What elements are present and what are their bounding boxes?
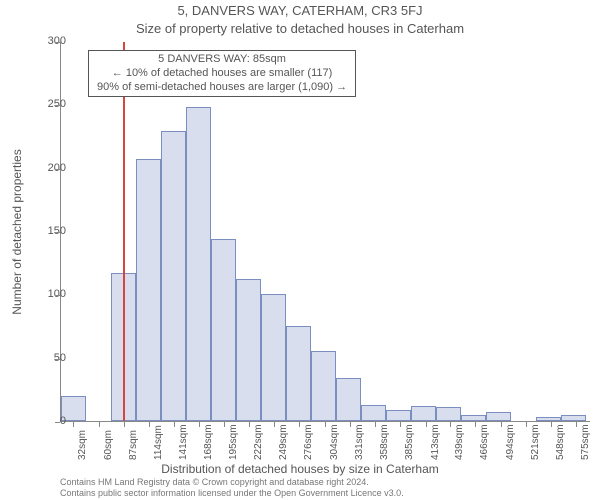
chart-title: 5, DANVERS WAY, CATERHAM, CR3 5FJ: [0, 3, 600, 18]
x-tick-mark: [400, 422, 401, 427]
x-tick-label: 385sqm: [404, 424, 415, 460]
histogram-bar: [336, 378, 361, 421]
histogram-bar: [361, 405, 386, 421]
histogram-bar: [261, 294, 286, 421]
x-tick-label: 141sqm: [178, 424, 189, 460]
y-tick-label: 100: [26, 288, 66, 300]
histogram-bar: [286, 326, 311, 421]
y-tick-mark: [55, 42, 60, 43]
chart-subtitle: Size of property relative to detached ho…: [0, 21, 600, 36]
footer-attribution: Contains HM Land Registry data © Crown c…: [60, 477, 404, 499]
histogram-bar: [236, 279, 261, 421]
x-tick-mark: [99, 422, 100, 427]
x-tick-mark: [249, 422, 250, 427]
x-tick-mark: [475, 422, 476, 427]
histogram-bar: [461, 415, 486, 421]
y-tick-label: 50: [26, 352, 66, 364]
x-tick-mark: [450, 422, 451, 427]
x-tick-label: 466sqm: [479, 424, 490, 460]
x-tick-mark: [299, 422, 300, 427]
x-tick-label: 439sqm: [454, 424, 465, 460]
x-tick-mark: [551, 422, 552, 427]
x-tick-label: 521sqm: [530, 424, 541, 460]
x-tick-label: 32sqm: [77, 430, 88, 460]
histogram-bar: [311, 351, 336, 421]
x-tick-label: 494sqm: [505, 424, 516, 460]
x-tick-mark: [274, 422, 275, 427]
x-tick-label: 222sqm: [253, 424, 264, 460]
annotation-line-3: 90% of semi-detached houses are larger (…: [97, 81, 347, 95]
x-tick-mark: [73, 422, 74, 427]
annotation-line-2: ← 10% of detached houses are smaller (11…: [97, 67, 347, 81]
histogram-bar: [386, 410, 411, 421]
histogram-bar: [411, 406, 436, 421]
x-tick-mark: [325, 422, 326, 427]
x-tick-label: 575sqm: [580, 424, 591, 460]
x-tick-mark: [576, 422, 577, 427]
x-tick-label: 60sqm: [103, 430, 114, 460]
x-tick-mark: [526, 422, 527, 427]
histogram-bar: [161, 131, 186, 421]
histogram-bar: [136, 159, 161, 421]
histogram-bar: [186, 107, 211, 421]
footer-line-1: Contains HM Land Registry data © Crown c…: [60, 477, 404, 488]
histogram-bar: [561, 415, 586, 421]
x-tick-label: 87sqm: [128, 430, 139, 460]
chart-container: { "title": "5, DANVERS WAY, CATERHAM, CR…: [0, 0, 600, 500]
y-tick-mark: [55, 295, 60, 296]
x-tick-label: 276sqm: [303, 424, 314, 460]
x-tick-label: 114sqm: [153, 425, 164, 460]
histogram-bar: [536, 417, 561, 421]
plot-area: [60, 42, 590, 422]
x-tick-mark: [375, 422, 376, 427]
y-tick-label: 200: [26, 162, 66, 174]
x-tick-mark: [199, 422, 200, 427]
y-tick-label: 250: [26, 98, 66, 110]
y-axis-label: Number of detached properties: [10, 149, 24, 314]
x-tick-label: 304sqm: [329, 424, 340, 460]
x-tick-mark: [224, 422, 225, 427]
y-tick-mark: [55, 232, 60, 233]
x-tick-label: 358sqm: [379, 424, 390, 460]
y-tick-mark: [55, 105, 60, 106]
y-tick-label: 300: [26, 35, 66, 47]
y-tick-label: 150: [26, 225, 66, 237]
x-tick-mark: [426, 422, 427, 427]
histogram-bar: [436, 407, 461, 421]
y-tick-mark: [55, 169, 60, 170]
x-tick-mark: [174, 422, 175, 427]
x-tick-label: 249sqm: [278, 424, 289, 460]
x-axis-label: Distribution of detached houses by size …: [0, 462, 600, 476]
histogram-bar: [211, 239, 236, 421]
histogram-bar: [486, 412, 511, 421]
x-tick-mark: [501, 422, 502, 427]
x-tick-mark: [350, 422, 351, 427]
annotation-line-1: 5 DANVERS WAY: 85sqm: [97, 53, 347, 67]
reference-line: [123, 42, 125, 421]
y-tick-mark: [55, 422, 60, 423]
x-tick-label: 195sqm: [228, 424, 239, 460]
x-tick-label: 413sqm: [430, 424, 441, 460]
annotation-box: 5 DANVERS WAY: 85sqm ← 10% of detached h…: [88, 50, 356, 97]
x-tick-mark: [124, 422, 125, 427]
y-tick-mark: [55, 359, 60, 360]
x-tick-label: 331sqm: [354, 424, 365, 460]
x-tick-mark: [149, 422, 150, 427]
x-tick-label: 168sqm: [203, 424, 214, 460]
footer-line-2: Contains public sector information licen…: [60, 488, 404, 499]
y-tick-label: 0: [26, 415, 66, 427]
x-tick-label: 548sqm: [555, 424, 566, 460]
